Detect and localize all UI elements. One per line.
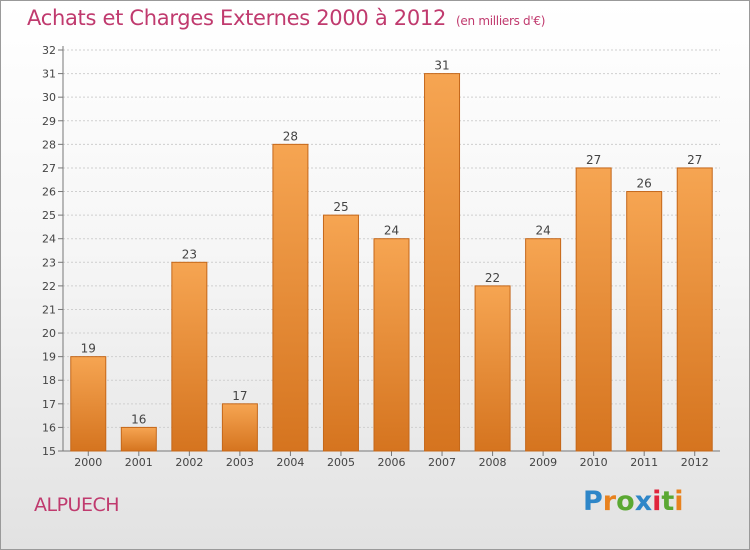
logo-letter: i: [652, 486, 662, 517]
bar-2008: [474, 285, 511, 452]
x-tick-label: 2007: [428, 456, 456, 469]
data-label-2006: 24: [384, 224, 399, 238]
x-tick-label: 2004: [276, 456, 304, 469]
bar-2011: [626, 191, 663, 452]
y-tick-label: 18: [42, 374, 56, 387]
place-name: ALPUECH: [34, 494, 120, 516]
data-label-2000: 19: [81, 342, 96, 356]
proxiti-logo: Proxiti: [583, 486, 684, 517]
bar-2012: [676, 167, 713, 452]
logo-letter: P: [583, 486, 603, 517]
bars: [70, 73, 713, 452]
x-tick-label: 2001: [125, 456, 153, 469]
x-tick-label: 2002: [175, 456, 203, 469]
bar-2005: [322, 214, 359, 452]
y-tick-label: 32: [42, 44, 56, 57]
x-tick-label: 2005: [327, 456, 355, 469]
y-tick-label: 17: [42, 398, 56, 411]
x-tick-label: 2010: [580, 456, 608, 469]
data-label-2007: 31: [434, 59, 449, 73]
bar-2001: [120, 426, 157, 452]
data-labels: 19 16 23 17 28 25 24 31 22 24 27 26 27: [81, 59, 703, 427]
data-label-2008: 22: [485, 271, 500, 285]
x-tick-label: 2011: [630, 456, 658, 469]
y-tick-label: 26: [42, 186, 56, 199]
bar-2002: [171, 261, 208, 452]
data-label-2011: 26: [637, 177, 652, 191]
data-label-2009: 24: [535, 224, 550, 238]
y-tick-label: 30: [42, 91, 56, 104]
x-tick-label: 2006: [378, 456, 406, 469]
y-tick-label: 27: [42, 162, 56, 175]
x-tick-label: 2003: [226, 456, 254, 469]
logo-letter: o: [616, 486, 635, 517]
chart-subtitle: (en milliers d'€): [456, 14, 546, 28]
logo-letter: t: [661, 486, 675, 517]
x-tick-label: 2000: [74, 456, 102, 469]
x-tick-label: 2009: [529, 456, 557, 469]
logo-letter: r: [602, 486, 617, 517]
chart-title: Achats et Charges Externes 2000 à 2012 (e…: [27, 6, 545, 30]
y-tick-label: 15: [42, 445, 56, 458]
logo-letter: i: [674, 486, 684, 517]
y-tick-label: 24: [42, 233, 56, 246]
y-tick-label: 20: [42, 327, 56, 340]
title-text: Achats et Charges Externes 2000 à 2012: [27, 6, 447, 30]
data-label-2012: 27: [687, 153, 702, 167]
bar-2006: [373, 238, 410, 452]
y-tick-label: 31: [42, 68, 56, 81]
y-tick-label: 21: [42, 303, 56, 316]
data-label-2002: 23: [182, 247, 197, 261]
bar-2009: [525, 238, 562, 452]
data-label-2010: 27: [586, 153, 601, 167]
bar-2000: [70, 356, 107, 452]
y-axis: 15 16 17 18 19 20 21 22 23 24 25 26 27 28 29 30 31 32: [42, 44, 64, 458]
data-label-2003: 17: [232, 389, 247, 403]
logo-letter: x: [634, 486, 653, 517]
data-label-2004: 28: [283, 129, 298, 143]
y-tick-label: 23: [42, 256, 56, 269]
y-tick-label: 19: [42, 351, 56, 364]
x-tick-label: 2008: [479, 456, 507, 469]
bar-2003: [221, 403, 258, 452]
y-tick-label: 22: [42, 280, 56, 293]
y-tick-label: 16: [42, 421, 56, 434]
bar-2004: [272, 143, 309, 452]
x-axis: 2000 2001 2002 2003 2004 2005 2006 2007 2008 2009…: [63, 450, 720, 469]
bar-2010: [575, 167, 612, 452]
bar-2007: [424, 73, 461, 452]
y-tick-label: 25: [42, 209, 56, 222]
data-label-2001: 16: [131, 412, 146, 426]
x-tick-label: 2012: [681, 456, 709, 469]
y-tick-label: 29: [42, 115, 56, 128]
y-tick-label: 28: [42, 138, 56, 151]
data-label-2005: 25: [333, 200, 348, 214]
